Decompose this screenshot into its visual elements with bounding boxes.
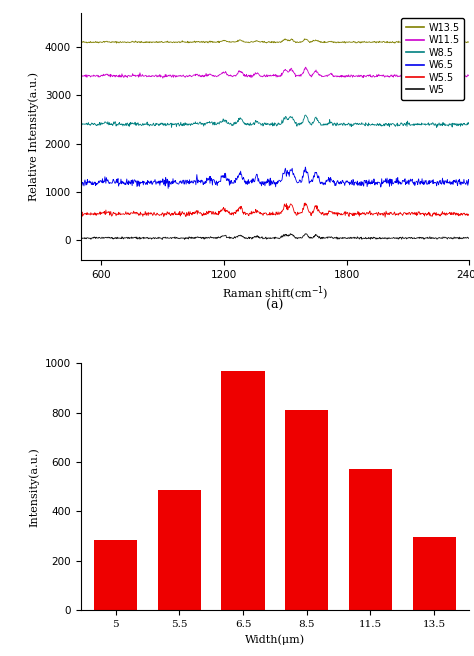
- W6.5: [165, 184, 171, 192]
- W5: [326, 233, 332, 241]
- W13.5: [314, 37, 320, 45]
- W13.5: [392, 39, 398, 47]
- W11.5: [160, 74, 165, 82]
- W5.5: [314, 202, 320, 210]
- Line: W13.5: W13.5: [81, 39, 469, 43]
- W5: [304, 231, 310, 239]
- Bar: [412, 537, 456, 610]
- W13.5: [78, 38, 83, 46]
- Bar: [285, 410, 328, 610]
- Bar: [158, 490, 201, 610]
- W11.5: [101, 71, 107, 79]
- Line: W5: W5: [81, 234, 469, 239]
- W6.5: [413, 177, 419, 185]
- W8.5: [413, 120, 419, 128]
- W13.5: [301, 35, 307, 43]
- W5: [302, 230, 308, 237]
- W8.5: [304, 113, 310, 121]
- W11.5: [413, 72, 419, 80]
- Line: W6.5: W6.5: [81, 167, 469, 188]
- W6.5: [101, 178, 107, 186]
- W13.5: [466, 38, 472, 46]
- W13.5: [101, 38, 107, 46]
- W5: [315, 233, 320, 241]
- Bar: [221, 371, 264, 610]
- Y-axis label: Relative Intensity(a.u.): Relative Intensity(a.u.): [28, 72, 39, 201]
- W11.5: [466, 72, 472, 80]
- W13.5: [304, 35, 310, 43]
- W5: [101, 234, 107, 242]
- W11.5: [304, 66, 310, 74]
- W8.5: [169, 123, 174, 131]
- X-axis label: Width(μm): Width(μm): [245, 634, 305, 645]
- W5.5: [413, 209, 419, 216]
- Bar: [349, 469, 392, 610]
- W11.5: [303, 63, 309, 71]
- W11.5: [315, 68, 320, 76]
- W11.5: [326, 71, 332, 79]
- W6.5: [466, 180, 472, 188]
- W6.5: [374, 180, 379, 188]
- Text: (a): (a): [266, 299, 283, 312]
- W6.5: [304, 169, 310, 176]
- Line: W11.5: W11.5: [81, 67, 469, 78]
- W6.5: [326, 178, 332, 186]
- W13.5: [326, 37, 331, 45]
- W5: [159, 236, 165, 243]
- Legend: W13.5, W11.5, W8.5, W6.5, W5.5, W5: W13.5, W11.5, W8.5, W6.5, W5.5, W5: [401, 18, 465, 100]
- W8.5: [326, 119, 332, 127]
- Y-axis label: Intensity(a.u.): Intensity(a.u.): [28, 447, 39, 527]
- Line: W5.5: W5.5: [81, 203, 469, 217]
- W8.5: [101, 119, 107, 127]
- W8.5: [78, 121, 83, 129]
- W8.5: [302, 111, 308, 119]
- W5.5: [326, 207, 331, 215]
- W5.5: [78, 209, 83, 217]
- W11.5: [78, 73, 83, 81]
- W5.5: [466, 211, 472, 219]
- W5.5: [373, 210, 379, 218]
- Line: W8.5: W8.5: [81, 115, 469, 127]
- W5.5: [304, 201, 310, 209]
- W13.5: [413, 38, 419, 46]
- W6.5: [78, 181, 83, 189]
- W8.5: [315, 117, 320, 125]
- W6.5: [315, 173, 320, 180]
- W5.5: [101, 207, 107, 215]
- W5.5: [382, 213, 388, 221]
- W5: [466, 234, 472, 241]
- W5: [413, 234, 419, 242]
- W5: [78, 234, 83, 241]
- W8.5: [466, 119, 472, 127]
- W5: [374, 234, 379, 242]
- Bar: [94, 540, 137, 610]
- W11.5: [374, 73, 379, 81]
- W5.5: [302, 199, 308, 207]
- W8.5: [374, 121, 379, 129]
- X-axis label: Raman shift(cm$^{-1}$): Raman shift(cm$^{-1}$): [222, 285, 328, 303]
- W6.5: [302, 163, 308, 171]
- W13.5: [373, 39, 379, 47]
